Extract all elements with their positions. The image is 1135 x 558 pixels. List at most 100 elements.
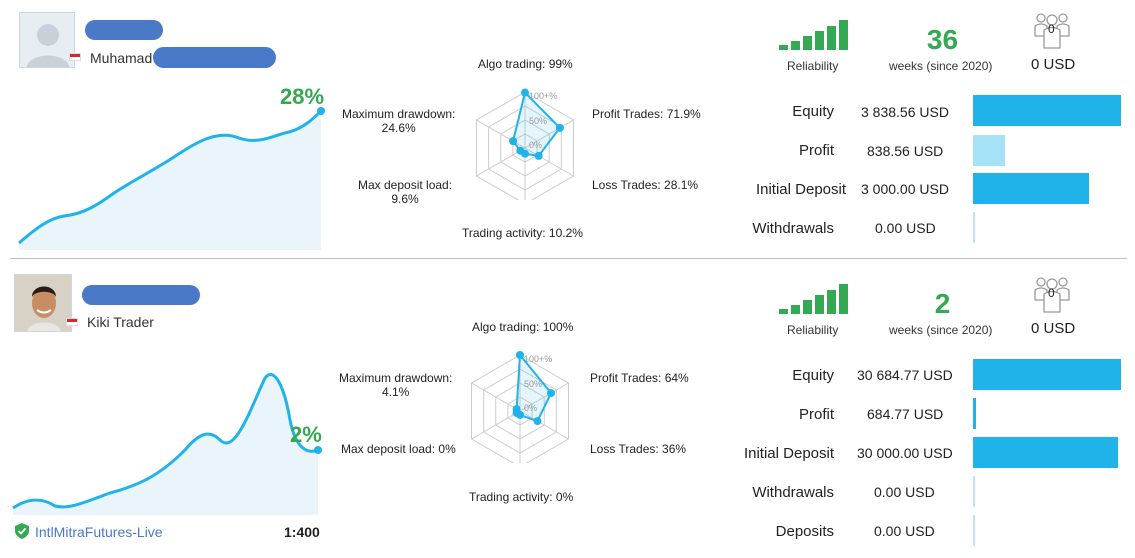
stat-label-initial-deposit: Initial Deposit [755, 181, 846, 198]
radar-axis [524, 119, 574, 149]
stat-value-initial-deposit: 3 000.00 USD [861, 181, 949, 197]
reliability-indicator-icon [779, 20, 848, 50]
stat-label-withdrawals: Withdrawals [752, 484, 834, 501]
card-divider [10, 258, 1127, 259]
stat-value-withdrawals: 0.00 USD [875, 220, 936, 236]
stat-bar-initial-deposit [973, 437, 1118, 468]
redacted-signal-name [82, 285, 200, 305]
verified-shield-icon [15, 523, 29, 539]
stat-value-deposits: 0.00 USD [874, 523, 935, 539]
stat-value-profit: 838.56 USD [867, 143, 944, 159]
radar-point-algo [516, 351, 524, 359]
radar-scale-scale_100: 100+% [524, 354, 552, 364]
radar-axis [519, 382, 569, 412]
radar-label-profit-trades: Profit Trades: 71.9% [592, 107, 701, 121]
leverage-value: 1:400 [284, 524, 320, 540]
avatar[interactable] [19, 12, 75, 68]
stat-bar-withdrawals [973, 212, 975, 243]
radar-label-max-drawdown: Maximum drawdown: 4.1% [339, 371, 453, 399]
radar-grid-ring [476, 91, 574, 200]
growth-chart [12, 373, 322, 515]
radar-scale-scale_50: 50% [524, 379, 542, 389]
redacted-signal-name [85, 20, 163, 40]
stat-bar-profit [973, 135, 1005, 166]
chart-end-point [317, 107, 325, 115]
country-flag-icon [69, 53, 81, 61]
stat-label-profit: Profit [798, 406, 834, 423]
avatar[interactable] [14, 274, 72, 332]
stat-value-initial-deposit: 30 000.00 USD [857, 445, 953, 461]
weeks-label: weeks (since 2020) [889, 323, 993, 337]
stat-label-deposits: Deposits [775, 523, 834, 540]
radar-label-loss-trades: Loss Trades: 28.1% [592, 178, 699, 192]
radar-point-drawdown [512, 405, 521, 414]
stat-label-equity: Equity [792, 367, 834, 384]
radar-label-max-drawdown: Maximum drawdown: 24.6% [342, 107, 456, 135]
radar-point-loss [534, 151, 543, 160]
stat-value-equity: 3 838.56 USD [861, 104, 949, 120]
stat-label-withdrawals: Withdrawals [752, 220, 834, 237]
subscribers-count: 0 [1048, 286, 1055, 300]
radar-label-profit-trades: Profit Trades: 64% [590, 371, 689, 385]
weeks-count: 2 [934, 288, 951, 319]
stat-label-initial-deposit: Initial Deposit [743, 445, 834, 462]
stat-bar-initial-deposit [973, 173, 1089, 204]
trader-photo-icon [15, 275, 71, 331]
default-avatar-icon [20, 13, 74, 67]
radar-point-loss [533, 417, 542, 426]
stat-label-profit: Profit [798, 142, 834, 159]
radar-chart: 100+% 50% 0% [476, 88, 574, 200]
radar-label-algo-trading: Algo trading: 99% [478, 57, 573, 71]
radar-point-profit [547, 389, 556, 398]
chart-end-point [314, 446, 322, 454]
stat-label-equity: Equity [792, 103, 834, 120]
radar-grid-ring [471, 354, 569, 463]
stat-value-profit: 684.77 USD [867, 406, 944, 422]
stat-value-withdrawals: 0.00 USD [874, 484, 935, 500]
country-flag-icon [66, 318, 78, 326]
reliability-label: Reliability [787, 323, 839, 337]
weeks-label: weeks (since 2020) [889, 59, 993, 73]
radar-point-deposit_load [516, 146, 525, 155]
radar-axis [471, 410, 521, 440]
radar-label-trading-activity: Trading activity: 10.2% [462, 226, 583, 240]
trader-name[interactable]: Muhamad [90, 50, 153, 66]
redacted-trader-surname [153, 47, 276, 68]
stat-bar-equity [973, 95, 1121, 126]
broker-server-link[interactable]: IntlMitraFutures-Live [35, 524, 163, 540]
radar-label-max-deposit-load: Max deposit load: 9.6% [358, 178, 453, 206]
subscription-price: 0 USD [1031, 56, 1076, 73]
radar-axis [471, 382, 521, 412]
stat-bar-deposits [973, 515, 975, 546]
stat-bar-profit [973, 398, 976, 429]
reliability-indicator-icon [779, 284, 848, 314]
stat-bar-equity [973, 359, 1121, 390]
stat-value-equity: 30 684.77 USD [857, 367, 953, 383]
subscribers-icon [1034, 277, 1070, 313]
radar-scale-scale_0: 0% [529, 140, 542, 150]
radar-axis [519, 410, 569, 440]
reliability-label: Reliability [787, 59, 839, 73]
trader-name[interactable]: Kiki Trader [87, 314, 154, 330]
radar-label-loss-trades: Loss Trades: 36% [590, 442, 687, 456]
radar-point-profit [555, 123, 564, 132]
growth-chart [18, 107, 325, 250]
radar-label-trading-activity: Trading activity: 0% [469, 490, 574, 504]
stat-bar-withdrawals [973, 476, 975, 507]
radar-axis [524, 147, 574, 177]
subscribers-count: 0 [1048, 22, 1055, 36]
radar-axis [476, 119, 526, 149]
radar-chart: 100+% 50% 0% [471, 351, 569, 463]
subscribers-icon [1034, 13, 1070, 49]
radar-point-algo [521, 88, 529, 97]
radar-point-drawdown [509, 137, 518, 146]
radar-scale-scale_50: 50% [529, 116, 547, 126]
radar-label-algo-trading: Algo trading: 100% [472, 320, 574, 334]
weeks-count: 36 [926, 24, 959, 55]
growth-percent: 2% [290, 422, 322, 447]
growth-percent: 28% [280, 84, 325, 109]
subscription-price: 0 USD [1031, 320, 1076, 337]
radar-label-max-deposit-load: Max deposit load: 0% [341, 442, 456, 456]
radar-scale-scale_0: 0% [524, 403, 537, 413]
radar-scale-scale_100: 100+% [529, 91, 557, 101]
